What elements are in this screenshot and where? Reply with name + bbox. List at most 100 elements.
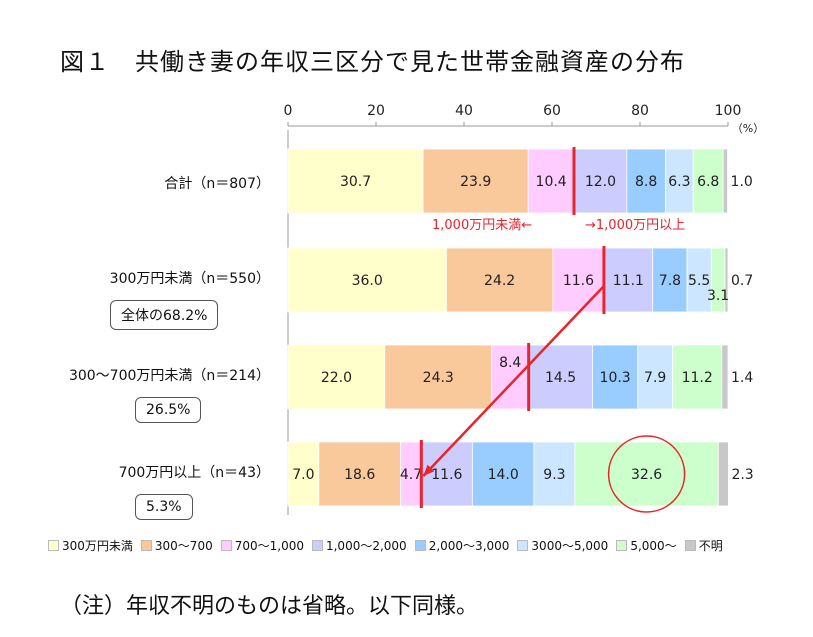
- category-label: 700万円以上（n＝43）: [118, 465, 270, 481]
- legend-label: 700～1,000: [234, 539, 304, 553]
- value-label: 10.4: [536, 174, 567, 190]
- trend-arrow-head: [423, 464, 435, 476]
- legend-label: 1,000～2,000: [325, 539, 407, 553]
- legend-swatch: [684, 540, 696, 551]
- bar-segment: [717, 441, 729, 507]
- value-label: 7.9: [644, 370, 666, 386]
- value-label: 24.2: [484, 273, 515, 289]
- bar-segment: [552, 247, 605, 313]
- x-axis-unit: （%）: [732, 122, 764, 135]
- value-label: 12.0: [585, 174, 616, 190]
- bar-segment: [445, 247, 554, 313]
- legend-item: 300万円未満: [48, 537, 133, 554]
- page-title: 図１ 共働き妻の年収三区分で見た世帯金融資産の分布: [60, 48, 685, 76]
- bar-segment: [603, 247, 654, 313]
- x-tick-label: 0: [284, 103, 293, 119]
- share-callout: 全体の68.2%: [110, 300, 219, 330]
- bar-segment: [420, 441, 473, 507]
- bar-segment: [652, 247, 688, 313]
- value-label: 23.9: [460, 174, 491, 190]
- footnote: （注）年収不明のものは省略。以下同様。: [60, 594, 479, 619]
- legend-label: 3000～5,000: [531, 539, 609, 553]
- bar-segment: [626, 148, 666, 214]
- threshold-label-below: 1,000万円未満←: [432, 218, 533, 233]
- category-label: 300万円未満（n＝550）: [109, 271, 270, 287]
- category-label: 300～700万円未満（n＝214）: [68, 368, 270, 384]
- value-label: 7.0: [292, 467, 314, 483]
- value-label: 14.5: [545, 370, 576, 386]
- bar-segment: [721, 344, 729, 410]
- bar-segment: [422, 148, 529, 214]
- legend-swatch: [616, 540, 628, 551]
- trend-arrow-line: [422, 285, 605, 477]
- bar-segment: [592, 344, 639, 410]
- legend-label: 300万円未満: [62, 539, 133, 553]
- bar-segment: [574, 441, 719, 507]
- value-label: 11.1: [613, 273, 644, 289]
- x-tick-label: 20: [367, 103, 385, 119]
- value-label: 1.4: [731, 370, 753, 386]
- bar-segment: [287, 148, 424, 214]
- bar-segment: [692, 148, 724, 214]
- legend-item: 不明: [684, 537, 723, 554]
- bar-segment: [637, 344, 673, 410]
- legend-item: 3000～5,000: [517, 537, 608, 554]
- legend-label: 5,000～: [630, 539, 677, 553]
- value-label: 4.7: [400, 467, 422, 483]
- legend-swatch: [48, 540, 59, 551]
- legend-swatch: [414, 540, 426, 551]
- value-label: 6.3: [668, 174, 690, 190]
- legend-swatch: [220, 540, 232, 551]
- value-label: 32.6: [631, 467, 662, 483]
- bar-segment: [722, 148, 728, 214]
- legend-item: 700～1,000: [220, 537, 304, 554]
- value-label: 5.5: [688, 273, 710, 289]
- legend-item: 2,000～3,000: [414, 537, 510, 554]
- value-label: 8.8: [635, 174, 657, 190]
- value-label: 9.3: [543, 467, 565, 483]
- x-tick-label: 60: [543, 103, 561, 119]
- legend-label: 不明: [698, 539, 723, 553]
- value-label: 10.3: [600, 370, 631, 386]
- legend-item: 5,000～: [616, 537, 677, 554]
- bar-segment: [724, 247, 729, 313]
- bar-segment: [384, 344, 493, 410]
- value-label: 11.6: [563, 273, 594, 289]
- value-label: 2.3: [731, 467, 753, 483]
- value-label: 36.0: [352, 273, 383, 289]
- category-label: 合計（n＝807）: [164, 176, 270, 192]
- legend-swatch: [311, 540, 323, 551]
- bar-segment: [318, 441, 402, 507]
- x-tick-label: 40: [455, 103, 473, 119]
- legend-swatch: [140, 540, 152, 551]
- value-label: 8.4: [499, 355, 521, 371]
- value-label: 30.7: [340, 174, 371, 190]
- value-label: 0.7: [731, 273, 753, 289]
- value-label: 3.1: [707, 288, 729, 304]
- bar-segment: [686, 247, 712, 313]
- legend-label: 2,000～3,000: [428, 539, 510, 553]
- legend: 300万円未満 300～700 700～1,000 1,000～2,000 2,000～…: [48, 537, 723, 554]
- value-label: 1.0: [731, 174, 753, 190]
- legend-label: 300～700: [154, 539, 213, 553]
- bar-segment: [533, 441, 576, 507]
- x-tick-label: 80: [631, 103, 649, 119]
- value-label: 14.0: [488, 467, 519, 483]
- share-callout: 26.5%: [135, 397, 202, 423]
- bar-segment: [471, 441, 535, 507]
- value-label: 7.8: [659, 273, 681, 289]
- threshold-label-above: →1,000万円以上: [585, 218, 686, 233]
- legend-swatch: [517, 540, 529, 551]
- value-label: 24.3: [423, 370, 454, 386]
- legend-item: 300～700: [140, 537, 213, 554]
- value-label: 11.6: [431, 467, 462, 483]
- highlight-circle: [607, 435, 686, 513]
- value-label: 22.0: [321, 370, 352, 386]
- x-tick-label: 100: [715, 103, 742, 119]
- legend-item: 1,000～2,000: [311, 537, 407, 554]
- bar-segment: [287, 247, 447, 313]
- share-callout: 5.3%: [135, 494, 193, 520]
- value-label: 18.6: [344, 467, 375, 483]
- value-label: 6.8: [697, 174, 719, 190]
